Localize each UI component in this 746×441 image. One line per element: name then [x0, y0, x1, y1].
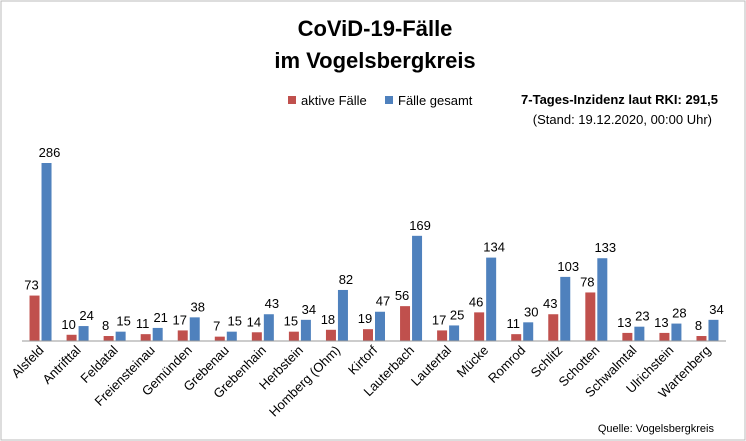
- bar: [474, 312, 485, 341]
- bar: [375, 311, 385, 341]
- data-label: 23: [635, 309, 649, 324]
- data-label: 25: [450, 307, 464, 322]
- legend-swatch: [288, 96, 296, 104]
- bar: [214, 336, 225, 341]
- bar: [41, 163, 52, 341]
- bar: [325, 329, 336, 341]
- bar: [103, 336, 114, 341]
- bar: [78, 326, 89, 341]
- bar: [300, 319, 311, 341]
- data-label: 13: [617, 315, 631, 330]
- data-label: 15: [228, 314, 242, 329]
- bar: [622, 332, 633, 341]
- data-label: 7: [213, 319, 220, 334]
- data-label: 11: [136, 316, 150, 331]
- bar: [708, 319, 719, 341]
- chart-title: CoViD-19-Fälle: [298, 16, 453, 41]
- legend-label: Fälle gesamt: [398, 93, 473, 108]
- bar: [548, 314, 559, 341]
- annotation: (Stand: 19.12.2020, 00:00 Uhr): [533, 112, 712, 127]
- bar: [585, 292, 596, 341]
- data-label: 56: [395, 288, 409, 303]
- data-label: 28: [672, 306, 686, 321]
- data-label: 30: [524, 304, 538, 319]
- bar: [634, 326, 645, 341]
- bar: [437, 330, 448, 341]
- data-label: 13: [654, 315, 668, 330]
- bar: [659, 332, 670, 341]
- bar: [29, 295, 40, 341]
- data-label: 134: [483, 240, 505, 255]
- data-label: 46: [469, 294, 483, 309]
- data-label: 8: [102, 318, 109, 333]
- bar: [511, 334, 522, 341]
- data-label: 103: [557, 259, 579, 274]
- data-label: 19: [358, 311, 372, 326]
- data-label: 24: [79, 308, 93, 323]
- bar: [152, 327, 163, 341]
- source: Quelle: Vogelsbergkreis: [598, 423, 715, 435]
- data-label: 286: [39, 145, 61, 160]
- data-label: 43: [543, 296, 557, 311]
- legend-label: aktive Fälle: [301, 93, 367, 108]
- data-label: 82: [339, 272, 353, 287]
- data-label: 14: [247, 314, 261, 329]
- bar: [400, 306, 411, 341]
- data-label: 78: [580, 274, 594, 289]
- data-label: 73: [24, 278, 38, 293]
- data-label: 43: [265, 296, 279, 311]
- bar: [66, 334, 77, 341]
- bar: [226, 331, 237, 341]
- bar: [251, 332, 262, 341]
- data-label: 11: [506, 316, 520, 331]
- bar: [337, 289, 348, 341]
- data-label: 169: [409, 218, 431, 233]
- bar: [449, 325, 460, 341]
- data-label: 15: [284, 314, 298, 329]
- legend-swatch: [385, 96, 393, 104]
- data-label: 15: [116, 314, 130, 329]
- data-label: 18: [321, 312, 335, 327]
- bar: [597, 258, 608, 341]
- bar: [412, 235, 423, 341]
- bar: [189, 317, 200, 341]
- bar: [560, 276, 571, 341]
- data-label: 17: [173, 312, 187, 327]
- annotation: 7-Tages-Inzidenz laut RKI: 291,5: [521, 92, 718, 107]
- data-label: 17: [432, 312, 446, 327]
- data-label: 21: [153, 310, 167, 325]
- bar: [363, 329, 373, 341]
- bar: [263, 314, 274, 341]
- bar: [115, 331, 126, 341]
- data-label: 133: [594, 240, 616, 255]
- bar: [140, 334, 151, 341]
- data-label: 38: [191, 299, 205, 314]
- bar: [523, 322, 534, 341]
- data-label: 10: [61, 317, 75, 332]
- chart-title: im Vogelsbergkreis: [274, 48, 475, 73]
- bar: [288, 331, 299, 341]
- data-label: 8: [695, 318, 702, 333]
- data-label: 47: [376, 294, 390, 309]
- bar: [696, 336, 707, 341]
- bar: [671, 323, 682, 341]
- bar: [486, 257, 497, 341]
- bar: [177, 330, 188, 341]
- data-label: 34: [709, 302, 723, 317]
- data-label: 34: [302, 302, 316, 317]
